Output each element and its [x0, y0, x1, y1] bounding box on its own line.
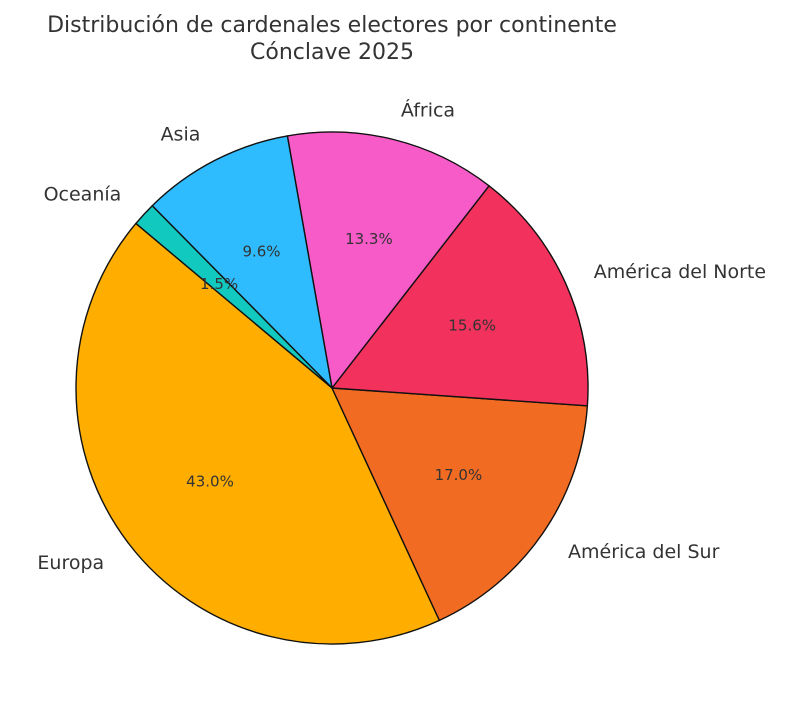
- percentage-label: 1.5%: [200, 275, 238, 293]
- chart-title-line-2: Cónclave 2025: [250, 40, 414, 65]
- chart-title-line-1: Distribución de cardenales electores por…: [47, 13, 617, 38]
- category-label: América del Norte: [594, 261, 766, 283]
- pie-slice-africa: [286, 131, 490, 389]
- category-label: Europa: [37, 552, 104, 574]
- category-label: América del Sur: [568, 541, 720, 563]
- pie-slice-america-del-norte: [331, 185, 589, 407]
- category-label: Oceanía: [44, 184, 122, 206]
- pie-slices: [75, 131, 589, 645]
- pie-slice-asia: [151, 135, 333, 389]
- percentage-label: 43.0%: [186, 472, 234, 490]
- category-label: Asia: [161, 123, 201, 145]
- percentage-label: 17.0%: [435, 466, 483, 484]
- percentage-labels: 43.0% 17.0% 15.6% 13.3% 9.6%1.5%: [186, 230, 496, 490]
- percentage-label: 9.6%: [242, 243, 280, 261]
- percentage-label: 13.3%: [345, 230, 393, 248]
- pie-slice-europa: [75, 222, 441, 645]
- pie-slice-america-del-sur: [331, 387, 589, 622]
- category-labels: Europa América del Sur América del Norte Áf…: [37, 99, 766, 574]
- category-label: África: [401, 99, 455, 122]
- percentage-label: 15.6%: [448, 316, 496, 334]
- pie-slice-oceania: [135, 205, 333, 389]
